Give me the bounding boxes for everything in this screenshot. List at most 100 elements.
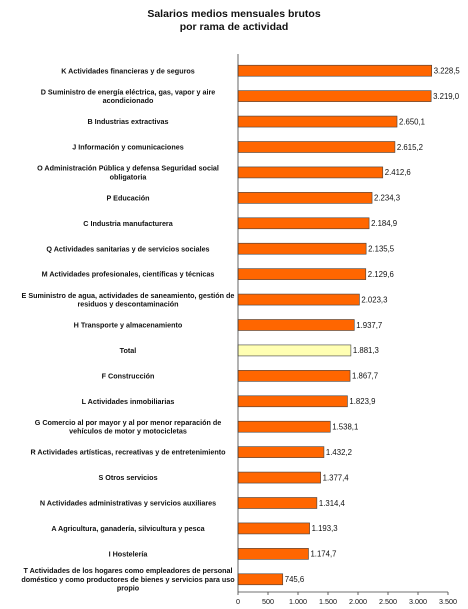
category-label: R Actividades artísticas, recreativas y …: [30, 448, 226, 457]
category-label-line: L Actividades inmobiliarias: [82, 397, 175, 406]
bar: [237, 217, 370, 230]
value-label: 1.314,4: [319, 499, 346, 508]
category-label: L Actividades inmobiliarias: [82, 397, 175, 406]
category-label: G Comercio al por mayor y al por menor r…: [35, 418, 222, 436]
category-label: T Actividades de los hogares como emplea…: [21, 566, 235, 593]
x-tick-label: 2.000: [349, 597, 367, 606]
bar: [237, 141, 396, 153]
category-label-line: propio: [117, 584, 140, 593]
value-label: 1.538,1: [332, 423, 358, 432]
x-tick-label: 500: [262, 597, 274, 606]
category-label-line: S Otros servicios: [98, 473, 157, 482]
category-label-line: C Industria manufacturera: [83, 219, 173, 228]
category-label: N Actividades administrativas y servicio…: [40, 499, 216, 508]
bar: [237, 497, 318, 509]
category-label-line: F Construcción: [102, 371, 155, 380]
value-label: 3.228,5: [434, 67, 461, 76]
category-label: F Construcción: [102, 371, 155, 380]
value-label: 2.234,3: [374, 194, 400, 203]
bar: [237, 115, 398, 128]
category-label: P Educación: [106, 193, 149, 202]
category-label: O Administración Pública y defensa Segur…: [37, 164, 219, 182]
bar: [237, 548, 309, 560]
chart-title-block: Salarios medios mensuales brutos por ram…: [0, 8, 468, 33]
bar: [237, 319, 355, 331]
category-label-line: residuos y descontaminación: [77, 300, 178, 309]
category-label: Q Actividades sanitarias y de servicios …: [46, 244, 209, 253]
value-label: 2.135,5: [368, 245, 395, 254]
category-label-line: vehículos de motor y motocicletas: [69, 427, 187, 436]
bar: [237, 395, 348, 408]
category-label-line: R Actividades artísticas, recreativas y …: [30, 448, 226, 457]
value-label: 745,6: [285, 575, 305, 584]
value-label: 3.219,0: [433, 92, 460, 101]
x-tick-label: 0: [236, 597, 240, 606]
category-label-line: H Transporte y almacenamiento: [74, 321, 183, 330]
category-label-line: A Agricultura, ganadería, silvicultura y…: [51, 524, 205, 533]
x-tick-label: 1.000: [289, 597, 307, 606]
bar: [237, 471, 321, 484]
bar: [237, 242, 367, 255]
category-label-line: acondicionado: [103, 96, 154, 105]
value-label: 2.023,3: [361, 295, 387, 304]
value-label: 1.377,4: [323, 473, 350, 482]
bar: [237, 522, 310, 535]
bar: [237, 64, 433, 77]
category-label-line: E Suministro de agua, actividades de san…: [22, 291, 235, 300]
category-label: E Suministro de agua, actividades de san…: [22, 291, 235, 309]
bar: [237, 293, 360, 306]
x-tick-label: 3.000: [409, 597, 427, 606]
bar: [237, 166, 384, 179]
category-label: B Industrias extractivas: [87, 117, 168, 126]
category-label-line: Q Actividades sanitarias y de servicios …: [46, 244, 209, 253]
category-label-line: doméstico y como productores de bienes y…: [21, 575, 235, 584]
category-label-line: obligatoria: [110, 172, 148, 181]
category-label: C Industria manufacturera: [83, 219, 173, 228]
x-tick-label: 2.500: [379, 597, 397, 606]
value-label: 2.129,6: [368, 270, 394, 279]
value-label: 1.937,7: [356, 321, 382, 330]
category-label-line: P Educación: [106, 193, 149, 202]
category-label: A Agricultura, ganadería, silvicultura y…: [51, 524, 205, 533]
value-label: 2.184,9: [371, 219, 397, 228]
category-label: K Actividades financieras y de seguros: [61, 66, 195, 75]
category-label: S Otros servicios: [98, 473, 157, 482]
category-label-line: M Actividades profesionales, científicas…: [42, 270, 215, 279]
value-label: 1.823,9: [349, 397, 375, 406]
category-label: I Hostelería: [109, 549, 149, 558]
category-label-line: T Actividades de los hogares como emplea…: [23, 566, 232, 575]
bar: [237, 370, 351, 382]
value-label: 1.193,3: [312, 524, 338, 533]
category-label: J Información y comunicaciones: [72, 143, 183, 152]
value-label: 1.867,7: [352, 372, 378, 381]
chart-subtitle: por rama de actividad: [179, 20, 289, 33]
bar: [237, 192, 373, 204]
category-label: M Actividades profesionales, científicas…: [42, 270, 215, 279]
value-label: 2.650,1: [399, 117, 425, 126]
value-label: 1.881,3: [353, 346, 379, 355]
category-label: D Suministro de energía eléctrica, gas, …: [41, 87, 216, 105]
bar: [237, 573, 284, 586]
category-label-line: K Actividades financieras y de seguros: [61, 66, 195, 75]
chart-title: Salarios medios mensuales brutos: [147, 8, 321, 20]
bar-total: [237, 344, 352, 357]
category-label-line: B Industrias extractivas: [87, 117, 168, 126]
category-label-line: D Suministro de energía eléctrica, gas, …: [41, 87, 216, 96]
category-label-line: O Administración Pública y defensa Segur…: [37, 164, 219, 173]
bar: [237, 446, 325, 458]
category-label-line: Total: [120, 346, 137, 355]
value-label: 2.615,2: [397, 143, 423, 152]
value-label: 1.174,7: [310, 550, 336, 559]
x-tick-label: 1.500: [319, 597, 337, 606]
bar: [237, 420, 331, 433]
bar: [237, 268, 367, 280]
bar: [237, 90, 432, 102]
category-label: H Transporte y almacenamiento: [74, 321, 183, 330]
value-label: 1.432,2: [326, 448, 352, 457]
x-tick-label: 3.500: [439, 597, 457, 606]
category-label-line: N Actividades administrativas y servicio…: [40, 499, 216, 508]
category-label-line: J Información y comunicaciones: [72, 143, 183, 152]
category-label-line: I Hostelería: [109, 549, 149, 558]
category-label: Total: [120, 346, 137, 355]
